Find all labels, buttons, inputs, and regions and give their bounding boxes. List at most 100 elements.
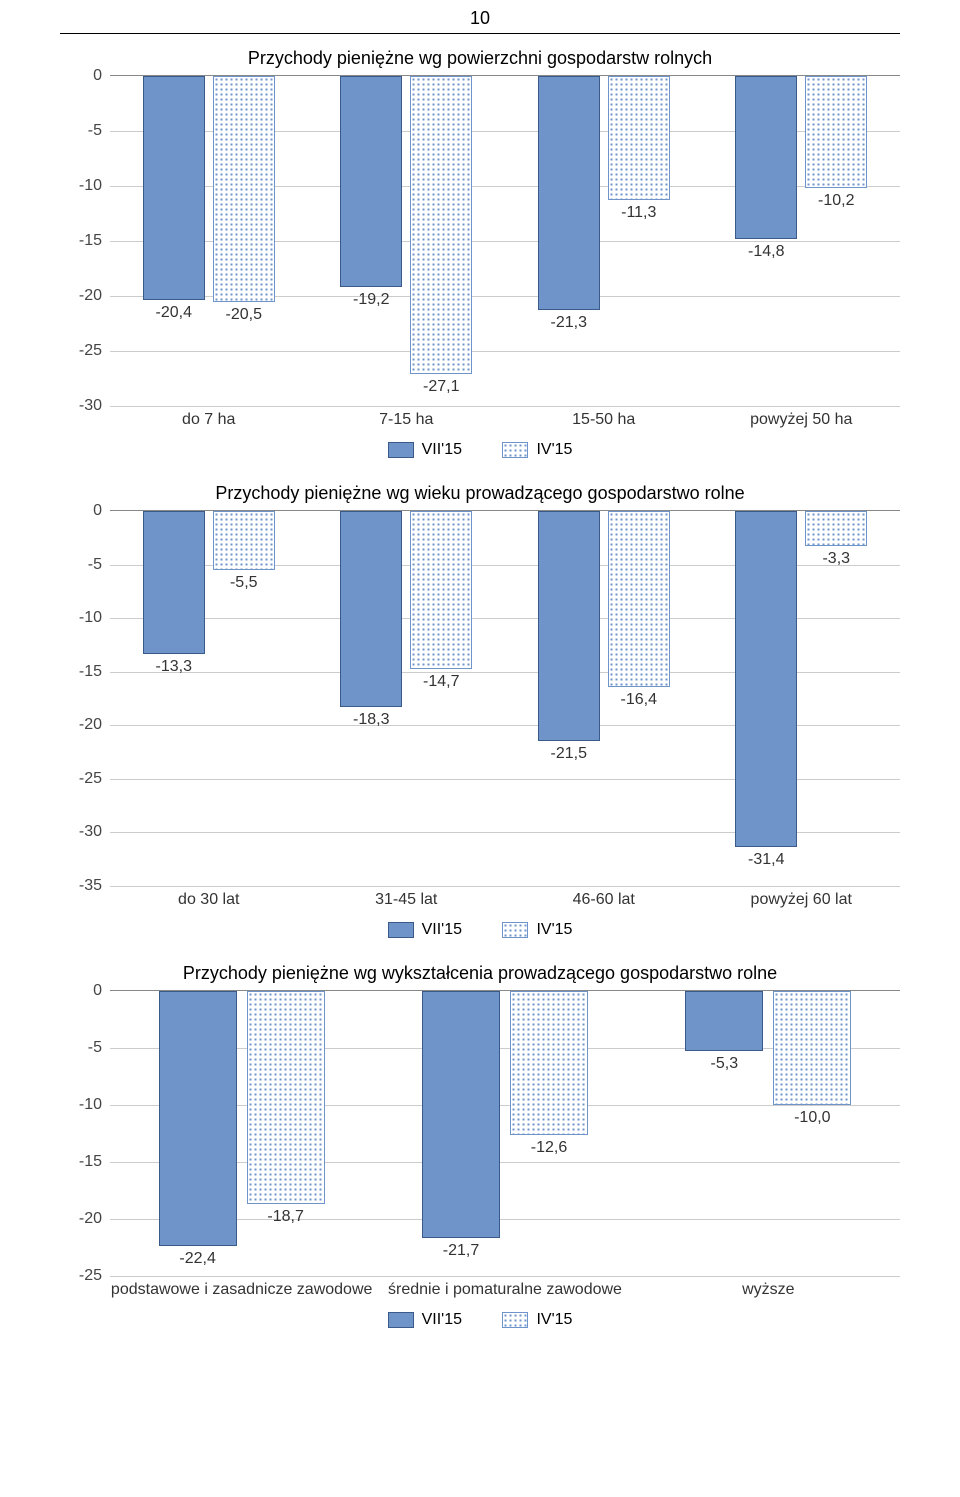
x-axis-label: 7-15 ha xyxy=(308,411,506,429)
bar-series1 xyxy=(340,511,402,707)
y-tick-label: -10 xyxy=(79,609,102,627)
bar-label-series1: -19,2 xyxy=(353,291,389,309)
y-tick-label: -30 xyxy=(79,823,102,841)
chart3-plot: 0-5-10-15-20-25-22,4-18,7-21,7-12,6-5,3-… xyxy=(110,990,900,1275)
bar-series1 xyxy=(538,76,600,310)
chart3-x-labels: podstawowe i zasadnicze zawodoweśrednie … xyxy=(110,1281,900,1299)
legend-swatch-dotted xyxy=(502,442,528,458)
bar-series2 xyxy=(608,511,670,687)
legend-series1-label: VII'15 xyxy=(422,1311,462,1329)
bar-series2 xyxy=(805,76,867,188)
y-tick-label: 0 xyxy=(93,67,102,85)
legend-item-series1: VII'15 xyxy=(388,921,462,939)
x-axis-label: 46-60 lat xyxy=(505,891,703,909)
bar-series2 xyxy=(213,511,275,570)
bar-label-series2: -10,0 xyxy=(794,1109,830,1127)
bar-series1 xyxy=(143,511,205,654)
bar-series2 xyxy=(410,76,472,374)
header-rule xyxy=(60,33,900,34)
bar-series1 xyxy=(143,76,205,300)
legend-series2-label: IV'15 xyxy=(536,441,572,459)
y-tick-label: -5 xyxy=(88,1039,102,1057)
chart1: 0-5-10-15-20-25-30-20,4-20,5-19,2-27,1-2… xyxy=(60,75,900,463)
bar-label-series2: -10,2 xyxy=(818,192,854,210)
y-tick-label: -35 xyxy=(79,877,102,895)
y-tick-label: -25 xyxy=(79,770,102,788)
bar-label-series1: -13,3 xyxy=(156,658,192,676)
chart3-title: Przychody pieniężne wg wykształcenia pro… xyxy=(60,963,900,984)
chart2-plot: 0-5-10-15-20-25-30-35-13,3-5,5-18,3-14,7… xyxy=(110,510,900,885)
legend-swatch-solid xyxy=(388,442,414,458)
bar-series1 xyxy=(685,991,763,1051)
gridline xyxy=(110,1276,900,1277)
page-root: 10 Przychody pieniężne wg powierzchni go… xyxy=(0,0,960,1497)
y-tick-label: 0 xyxy=(93,982,102,1000)
y-tick-label: -20 xyxy=(79,716,102,734)
bar-series1 xyxy=(159,991,237,1246)
bar-label-series2: -12,6 xyxy=(531,1139,567,1157)
x-axis-label: powyżej 50 ha xyxy=(703,411,901,429)
bar-label-series2: -20,5 xyxy=(226,306,262,324)
x-axis-label: powyżej 60 lat xyxy=(703,891,901,909)
bar-series1 xyxy=(735,511,797,847)
legend-item-series2: IV'15 xyxy=(502,1311,572,1329)
bar-series2 xyxy=(608,76,670,200)
chart2-title: Przychody pieniężne wg wieku prowadząceg… xyxy=(60,483,900,504)
x-axis-label: wyższe xyxy=(637,1281,900,1299)
y-tick-label: -15 xyxy=(79,232,102,250)
y-tick-label: -25 xyxy=(79,342,102,360)
x-axis-label: do 30 lat xyxy=(110,891,308,909)
bar-series1 xyxy=(340,76,402,287)
bar-label-series2: -11,3 xyxy=(621,204,656,222)
y-tick-label: -10 xyxy=(79,1096,102,1114)
gridline xyxy=(110,886,900,887)
chart1-title: Przychody pieniężne wg powierzchni gospo… xyxy=(60,48,900,69)
y-tick-label: -15 xyxy=(79,1153,102,1171)
bar-label-series1: -22,4 xyxy=(179,1250,215,1268)
legend-swatch-solid xyxy=(388,922,414,938)
x-axis-label: podstawowe i zasadnicze zawodowe xyxy=(110,1281,373,1299)
chart1-x-labels: do 7 ha7-15 ha15-50 hapowyżej 50 ha xyxy=(110,411,900,429)
bar-label-series1: -14,8 xyxy=(748,243,784,261)
bar-label-series2: -5,5 xyxy=(230,574,258,592)
chart1-plot: 0-5-10-15-20-25-30-20,4-20,5-19,2-27,1-2… xyxy=(110,75,900,405)
y-tick-label: -30 xyxy=(79,397,102,415)
chart2: 0-5-10-15-20-25-30-35-13,3-5,5-18,3-14,7… xyxy=(60,510,900,943)
bar-label-series1: -5,3 xyxy=(711,1055,739,1073)
legend-item-series1: VII'15 xyxy=(388,441,462,459)
y-tick-label: -15 xyxy=(79,663,102,681)
legend-series1-label: VII'15 xyxy=(422,921,462,939)
legend-swatch-solid xyxy=(388,1312,414,1328)
bar-series2 xyxy=(805,511,867,546)
chart2-x-labels: do 30 lat31-45 lat46-60 latpowyżej 60 la… xyxy=(110,891,900,909)
legend-series1-label: VII'15 xyxy=(422,441,462,459)
y-tick-label: 0 xyxy=(93,502,102,520)
page-number: 10 xyxy=(60,0,900,29)
legend-swatch-dotted xyxy=(502,922,528,938)
y-tick-label: -5 xyxy=(88,556,102,574)
bar-series1 xyxy=(422,991,500,1238)
bar-series1 xyxy=(735,76,797,239)
bar-series2 xyxy=(773,991,851,1105)
bar-label-series2: -3,3 xyxy=(822,550,850,568)
chart3: 0-5-10-15-20-25-22,4-18,7-21,7-12,6-5,3-… xyxy=(60,990,900,1333)
x-axis-label: średnie i pomaturalne zawodowe xyxy=(373,1281,636,1299)
y-tick-label: -10 xyxy=(79,177,102,195)
bar-label-series2: -18,7 xyxy=(267,1208,303,1226)
legend-item-series2: IV'15 xyxy=(502,441,572,459)
x-axis-label: 15-50 ha xyxy=(505,411,703,429)
legend-item-series2: IV'15 xyxy=(502,921,572,939)
bar-label-series1: -21,7 xyxy=(443,1242,479,1260)
bar-series1 xyxy=(538,511,600,741)
chart3-legend: VII'15 IV'15 xyxy=(60,1311,900,1333)
bar-label-series1: -21,3 xyxy=(551,314,587,332)
legend-series2-label: IV'15 xyxy=(536,1311,572,1329)
y-tick-label: -20 xyxy=(79,287,102,305)
bar-label-series1: -21,5 xyxy=(551,745,587,763)
bar-label-series2: -16,4 xyxy=(621,691,657,709)
chart1-legend: VII'15 IV'15 xyxy=(60,441,900,463)
bar-label-series2: -27,1 xyxy=(423,378,459,396)
legend-series2-label: IV'15 xyxy=(536,921,572,939)
x-axis-label: do 7 ha xyxy=(110,411,308,429)
gridline xyxy=(110,351,900,352)
